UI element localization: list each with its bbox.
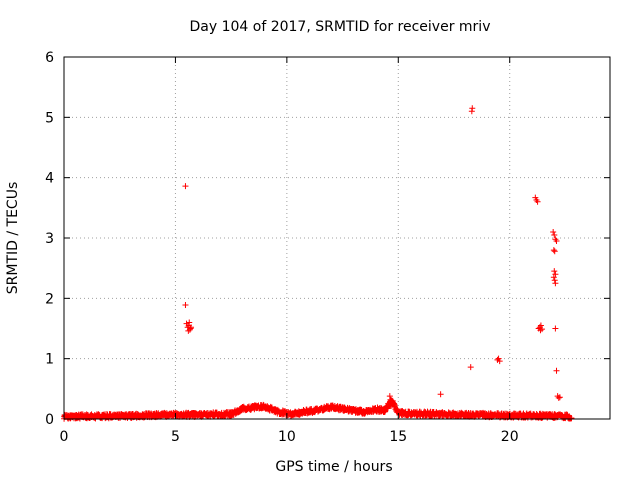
data-point-outlier: [552, 325, 559, 332]
data-point-outlier: [537, 327, 544, 334]
y-axis-label: SRMTID / TECUs: [5, 182, 21, 295]
y-tick-label: 0: [45, 412, 54, 428]
data-point-outlier: [551, 268, 558, 275]
x-tick-label: 0: [60, 429, 69, 445]
grid: [64, 57, 610, 419]
data-series: [61, 105, 575, 422]
data-point-outlier: [552, 271, 559, 278]
data-point-outlier: [550, 228, 557, 235]
data-point-outlier: [386, 393, 393, 400]
data-point-outlier: [551, 277, 558, 284]
data-point-outlier: [388, 402, 395, 409]
x-tick-label: 10: [278, 429, 296, 445]
data-point-outlier: [551, 248, 558, 255]
data-point-outlier: [389, 397, 396, 404]
data-point-outlier: [550, 247, 557, 254]
x-tick-label: 20: [501, 429, 519, 445]
data-point-outlier: [182, 301, 189, 308]
y-tick-label: 2: [45, 291, 54, 307]
data-point-outlier: [534, 198, 541, 205]
data-point-outlier: [550, 274, 557, 281]
data-point-outlier: [552, 280, 559, 287]
x-tick-label: 15: [389, 429, 407, 445]
chart-title: Day 104 of 2017, SRMTID for receiver mri…: [190, 19, 491, 35]
data-point-outlier: [187, 325, 194, 332]
y-tick-label: 4: [45, 171, 54, 187]
axes: 0 5 10 15 20 0 1 2 3 4 5 6: [45, 50, 611, 445]
x-axis-label: GPS time / hours: [275, 459, 392, 475]
data-point-outlier: [469, 105, 476, 112]
data-point-outlier: [551, 231, 558, 238]
data-point-outlier: [467, 364, 474, 371]
data-point-outlier: [553, 238, 560, 245]
data-point-outlier: [391, 403, 398, 410]
data-point-outlier: [496, 358, 503, 365]
data-point-outlier: [556, 394, 563, 401]
y-tick-label: 5: [45, 110, 54, 126]
data-point-outlier: [437, 391, 444, 398]
data-point-outlier: [186, 319, 193, 326]
x-tick-label: 5: [171, 429, 180, 445]
y-tick-label: 1: [45, 352, 54, 368]
y-tick-label: 3: [45, 231, 54, 247]
data-point-outlier: [555, 394, 562, 401]
data-point-outlier: [182, 183, 189, 190]
y-tick-label: 6: [45, 50, 54, 66]
data-point-outlier: [553, 367, 560, 374]
data-point: [568, 415, 575, 422]
